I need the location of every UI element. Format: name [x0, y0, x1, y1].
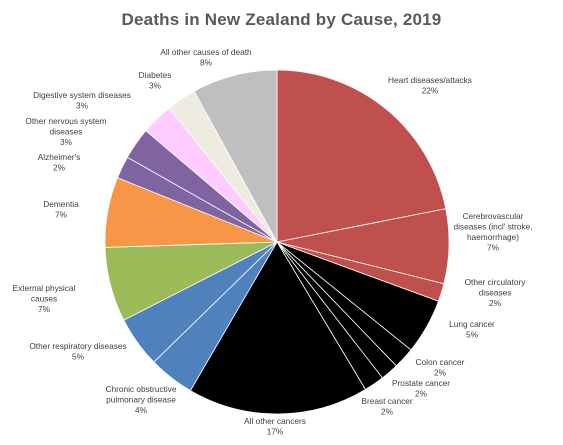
slice-label-external-physical-causes: External physical causes 7%: [13, 283, 76, 314]
slice-label-prostate-cancer: Prostate cancer 2%: [392, 378, 450, 399]
pie-slice-all-other-cancers: [189, 241, 367, 415]
pie-slice-heart-diseases-attacks: [276, 69, 447, 243]
slice-label-diabetes: Diabetes 3%: [139, 70, 172, 91]
slice-label-dementia: Dementia 7%: [43, 199, 79, 220]
slice-label-colon-cancer: Colon cancer 2%: [416, 357, 465, 378]
slice-label-breast-cancer: Breast cancer 2%: [361, 396, 412, 417]
slice-label-other-respiratory-diseases: Other respiratory diseases 5%: [29, 341, 126, 362]
slice-label-digestive-system-diseases: Digestive system diseases 3%: [33, 90, 131, 111]
slice-label-cerebrovascular-diseases-incl-stroke-haemorrhage: Cerebrovascular diseases (incl' stroke, ha…: [453, 211, 532, 253]
slice-label-alzheimer-s: Alzheimer's 2%: [38, 152, 81, 173]
slice-label-other-nervous-system-diseases: Other nervous system diseases 3%: [25, 116, 106, 147]
pie-slice-all-other-causes-of-death: [193, 69, 278, 243]
slice-label-other-circulatory-diseases: Other circulatory diseases 2%: [465, 277, 527, 308]
slice-label-lung-cancer: Lung cancer 5%: [449, 319, 495, 340]
slice-label-chronic-obstructive-pulmonary-disease: Chronic obstructive pulmonary disease 4%: [105, 384, 176, 415]
slice-label-all-other-causes-of-death: All other causes of death 8%: [160, 47, 252, 68]
slice-label-all-other-cancers: All other cancers 17%: [244, 416, 306, 437]
chart-title: Deaths in New Zealand by Cause, 2019: [121, 10, 442, 29]
slice-label-heart-diseases-attacks: Heart diseases/attacks 22%: [388, 75, 472, 96]
